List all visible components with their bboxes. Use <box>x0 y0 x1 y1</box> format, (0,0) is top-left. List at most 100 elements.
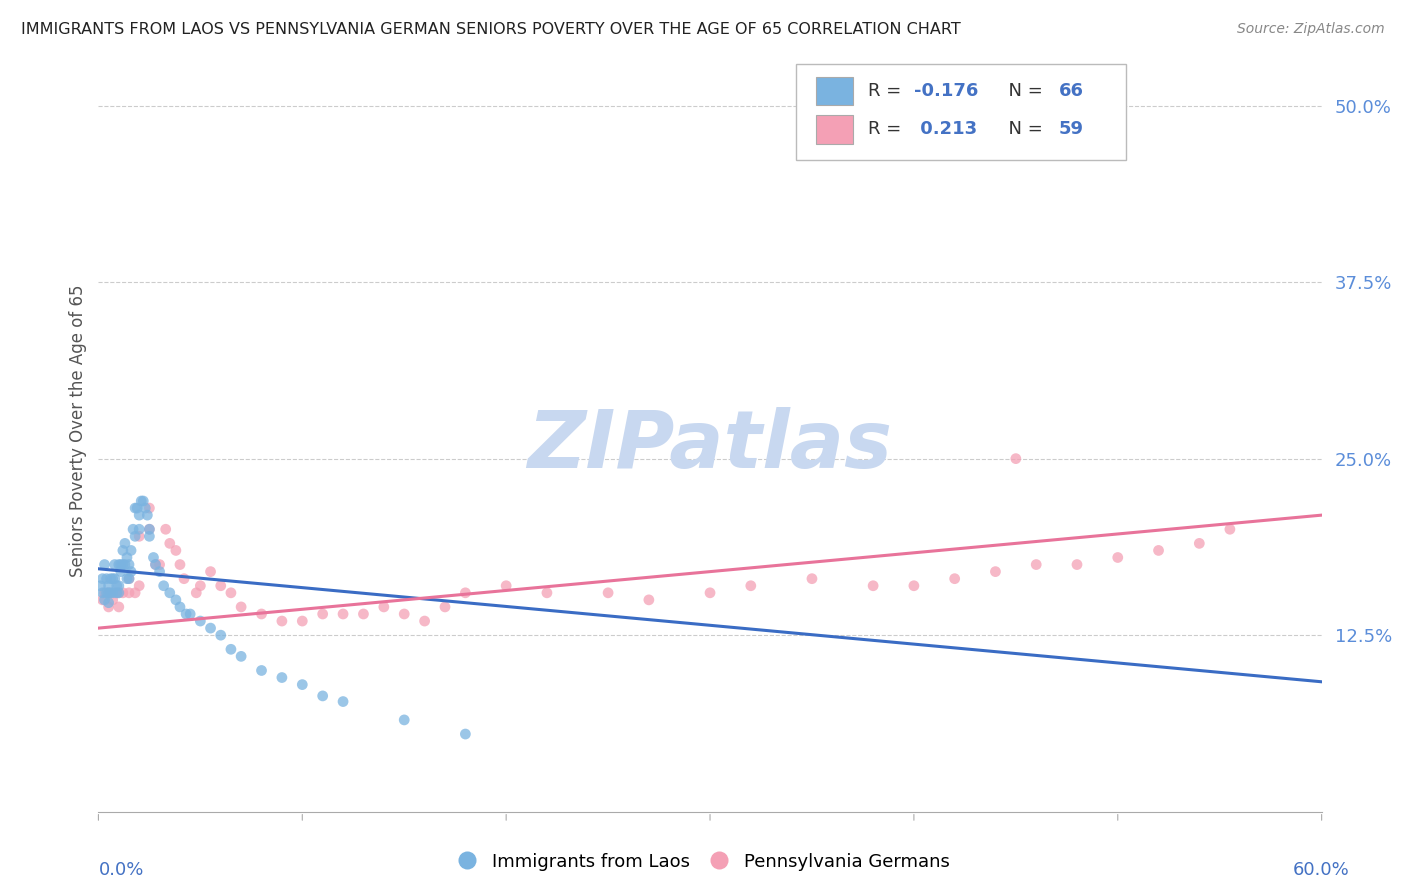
Text: Source: ZipAtlas.com: Source: ZipAtlas.com <box>1237 22 1385 37</box>
Point <box>270 614 294 628</box>
Point <box>801 112 824 127</box>
Point <box>495 579 517 593</box>
Point <box>1004 451 1026 466</box>
Text: R =: R = <box>868 82 907 100</box>
Point <box>152 579 174 593</box>
Point <box>97 596 120 610</box>
Text: 66: 66 <box>1059 82 1084 100</box>
Point <box>128 508 150 523</box>
Point <box>200 621 222 635</box>
Point <box>332 694 354 708</box>
Text: 0.213: 0.213 <box>914 120 977 138</box>
Point <box>801 572 824 586</box>
Point <box>128 529 150 543</box>
Point <box>312 607 335 621</box>
Point <box>114 536 136 550</box>
Point <box>108 586 131 600</box>
Point <box>165 543 187 558</box>
Point <box>270 671 294 685</box>
Point <box>250 607 273 621</box>
Point <box>93 586 115 600</box>
FancyBboxPatch shape <box>817 115 853 144</box>
Legend: Immigrants from Laos, Pennsylvania Germans: Immigrants from Laos, Pennsylvania Germa… <box>449 845 957 879</box>
Point <box>97 586 120 600</box>
Point <box>209 628 232 642</box>
Point <box>332 607 354 621</box>
Point <box>118 558 141 572</box>
Point <box>149 558 172 572</box>
Point <box>108 579 131 593</box>
Point <box>138 529 160 543</box>
FancyBboxPatch shape <box>817 77 853 105</box>
Point <box>373 599 395 614</box>
Point <box>104 572 127 586</box>
Point <box>110 565 132 579</box>
Point <box>943 572 966 586</box>
Point <box>903 579 925 593</box>
Point <box>188 614 212 628</box>
Point <box>637 593 661 607</box>
Point <box>124 529 146 543</box>
Point <box>142 550 165 565</box>
Point <box>108 586 131 600</box>
Point <box>312 689 335 703</box>
Point <box>413 614 436 628</box>
Point <box>1219 522 1241 536</box>
Point <box>165 593 187 607</box>
Point <box>352 607 374 621</box>
Point <box>862 579 884 593</box>
Point <box>108 599 131 614</box>
Point <box>392 607 416 621</box>
Point <box>169 599 191 614</box>
Point <box>434 599 457 614</box>
Point <box>128 579 150 593</box>
Text: 0.0%: 0.0% <box>98 861 143 879</box>
Point <box>128 522 150 536</box>
Point <box>454 586 477 600</box>
Point <box>132 494 155 508</box>
Point <box>111 543 134 558</box>
Point <box>127 501 149 516</box>
Point <box>209 579 232 593</box>
Point <box>984 565 1007 579</box>
Point <box>118 586 141 600</box>
Point <box>100 572 122 586</box>
Point <box>598 586 620 600</box>
Point <box>159 586 181 600</box>
Point <box>454 727 477 741</box>
Point <box>149 565 172 579</box>
Point <box>122 522 145 536</box>
Point <box>169 558 191 572</box>
Point <box>699 586 721 600</box>
Point <box>96 586 118 600</box>
Point <box>97 599 120 614</box>
Point <box>111 558 134 572</box>
Point <box>104 586 127 600</box>
Point <box>179 607 201 621</box>
Point <box>188 579 212 593</box>
Point <box>93 593 115 607</box>
Point <box>136 508 159 523</box>
Point <box>89 579 111 593</box>
Point <box>124 586 146 600</box>
Point <box>231 649 253 664</box>
Point <box>173 572 195 586</box>
Text: -0.176: -0.176 <box>914 82 979 100</box>
Point <box>91 593 114 607</box>
Point <box>200 565 222 579</box>
Point <box>124 501 146 516</box>
Text: N =: N = <box>997 120 1049 138</box>
Point <box>101 593 124 607</box>
Point <box>134 501 156 516</box>
Point <box>145 558 167 572</box>
Point <box>108 558 131 572</box>
Point <box>138 501 160 516</box>
Point <box>174 607 197 621</box>
Point <box>105 579 128 593</box>
Point <box>392 713 416 727</box>
Point <box>155 522 177 536</box>
Point <box>1107 550 1129 565</box>
Text: N =: N = <box>997 82 1049 100</box>
Point <box>118 572 141 586</box>
Text: IMMIGRANTS FROM LAOS VS PENNSYLVANIA GERMAN SENIORS POVERTY OVER THE AGE OF 65 C: IMMIGRANTS FROM LAOS VS PENNSYLVANIA GER… <box>21 22 960 37</box>
